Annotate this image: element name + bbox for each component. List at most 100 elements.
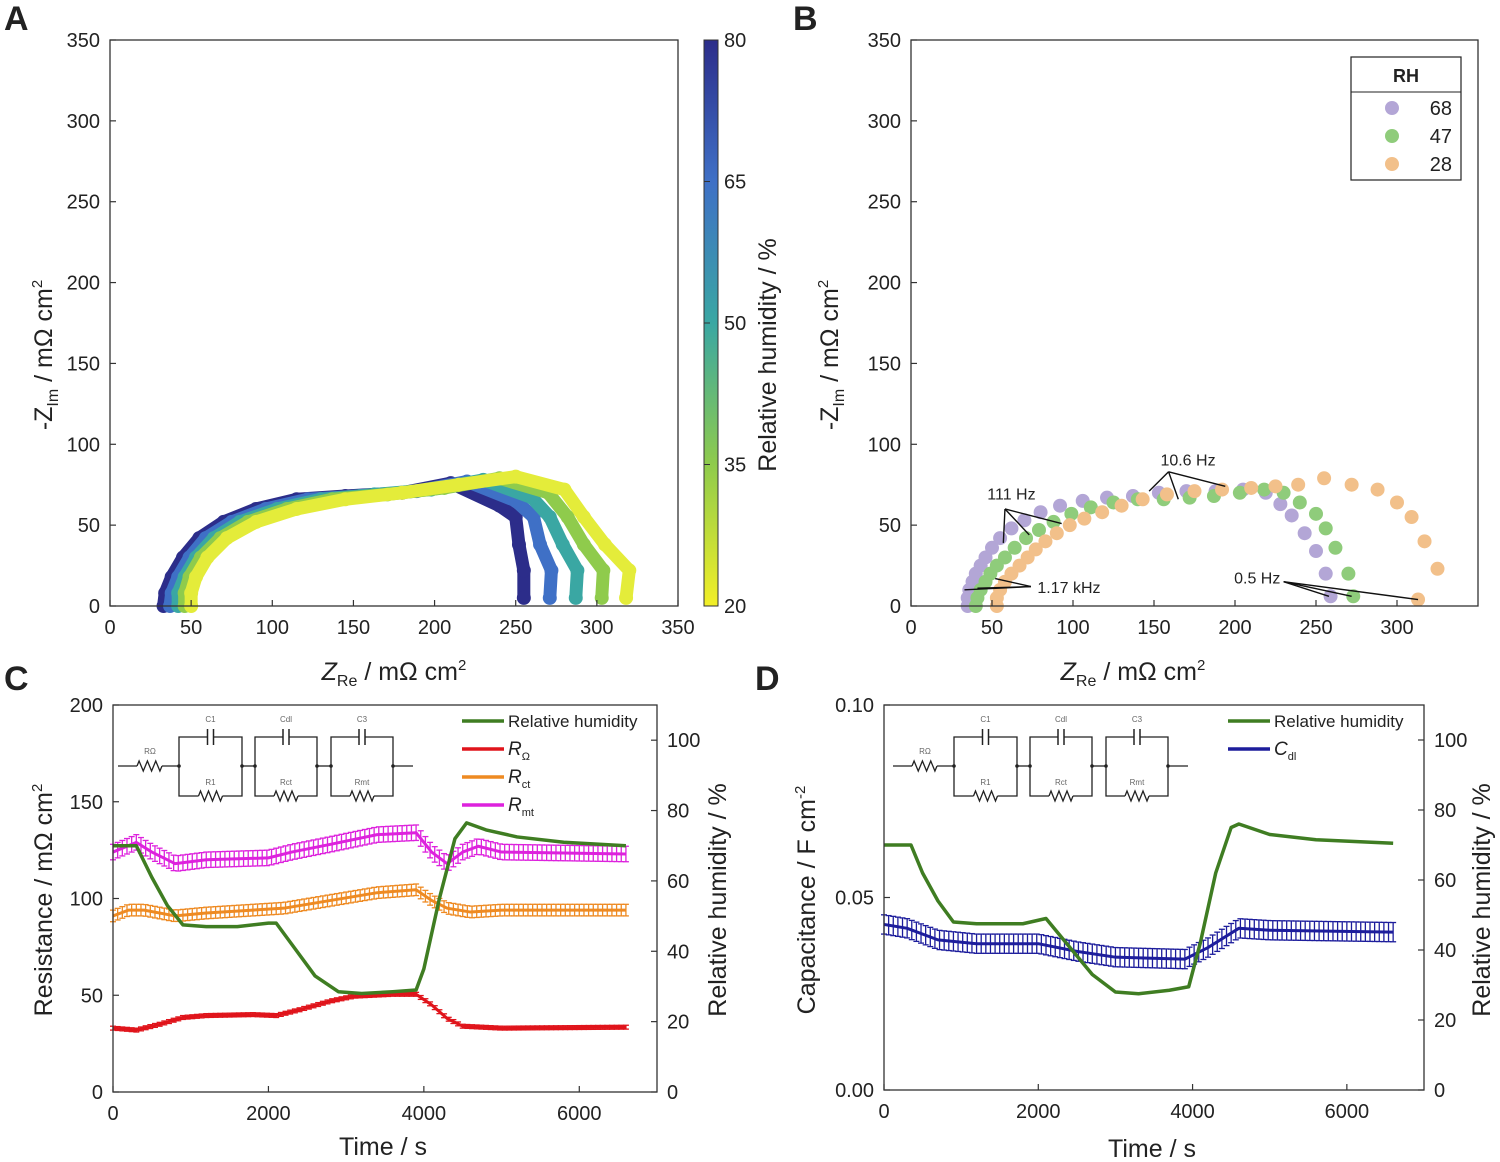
- capacitor-label: C1: [980, 715, 991, 724]
- colorbar-tick-label: 80: [724, 30, 746, 52]
- panel-d-ylabel-left: Capacitance / F cm-2: [792, 786, 821, 1015]
- data-point: [1187, 484, 1202, 499]
- frequency-annotation: 0.5 Hz: [1234, 570, 1419, 601]
- panel-a-frame: [109, 39, 679, 607]
- data-point: [1430, 561, 1445, 576]
- resistor-symbol: [349, 789, 375, 803]
- data-point: [1017, 513, 1032, 528]
- resistor-label: Rmt: [355, 778, 370, 787]
- panel-a-ytick-label: 50: [78, 515, 100, 537]
- data-point: [1268, 479, 1283, 494]
- panel-d-xlabel: Time / s: [1108, 1135, 1196, 1162]
- legend-title: RH: [1393, 66, 1419, 86]
- panel-b-ytick-label: 200: [868, 273, 901, 295]
- panel-c-y2tick-label: 0: [667, 1082, 678, 1104]
- panel-c-y2tick-label: 40: [667, 941, 689, 963]
- panel-letter-d: D: [755, 660, 780, 698]
- data-point: [1232, 485, 1247, 500]
- panel-c-ytick-label: 50: [81, 985, 103, 1007]
- legend-label: Rmt: [508, 795, 534, 819]
- leader-line: [977, 585, 1031, 589]
- data-point: [1077, 511, 1092, 526]
- panel-b-xtick-label: 250: [1299, 617, 1332, 639]
- panel-c-series-rct: [110, 883, 629, 923]
- data-point: [1417, 534, 1432, 549]
- data-point: [338, 492, 353, 507]
- data-point: [451, 477, 466, 492]
- resistor-label: R1: [205, 778, 216, 787]
- data-point: [542, 590, 557, 605]
- annotation-label: 111 Hz: [987, 486, 1035, 503]
- capacitor-label: C3: [1132, 715, 1143, 724]
- legend-label: 47: [1430, 126, 1452, 148]
- panel-c-ylabel-right: Relative humidity / %: [704, 783, 732, 1016]
- panel-d-ytick-label: 0.00: [835, 1080, 874, 1102]
- resistor-label: Rct: [1055, 778, 1068, 787]
- panel-c-ytick-label: 0: [92, 1082, 103, 1104]
- data-point: [1007, 540, 1022, 555]
- nyquist-segment: [395, 478, 466, 500]
- series-line: [883, 922, 1394, 961]
- legend-label: 28: [1430, 154, 1452, 176]
- panel-a-xtick-label: 250: [499, 617, 532, 639]
- data-point: [1159, 487, 1174, 502]
- legend-label: Relative humidity: [1274, 712, 1404, 731]
- panel-a-xtick-label: 350: [661, 617, 694, 639]
- frequency-annotation: 1.17 kHz: [964, 577, 1101, 597]
- data-point: [508, 469, 523, 484]
- node: [1028, 764, 1032, 768]
- equivalent-circuit-inset: C1 R1 Cdl Rct C3 Rmt RΩ: [893, 715, 1188, 803]
- data-point: [596, 563, 611, 578]
- panel-b-xlabel: ZRe / mΩ cm2: [1060, 657, 1206, 690]
- panel-c-y2tick-label: 100: [667, 730, 700, 752]
- colorbar-tick-label: 20: [724, 596, 746, 618]
- annotation-label: 1.17 kHz: [1037, 580, 1100, 597]
- data-point: [1328, 540, 1343, 555]
- colorbar-tick-label: 65: [724, 172, 746, 194]
- rc-block-wire: [1105, 736, 1169, 797]
- leader-line: [1283, 581, 1352, 597]
- annotation-label: 0.5 Hz: [1234, 570, 1280, 587]
- rc-block-wire: [1029, 736, 1093, 797]
- panel-d-xtick-label: 2000: [1016, 1101, 1061, 1123]
- nyquist-series-rh-28: [989, 471, 1445, 613]
- frequency-annotation: 111 Hz: [987, 486, 1062, 543]
- panel-d-ylabel-right: Relative humidity / %: [1468, 783, 1496, 1016]
- resistor-label: Rmt: [1130, 778, 1145, 787]
- legend-box: [1350, 56, 1462, 181]
- data-point: [395, 485, 410, 500]
- data-point: [1031, 522, 1046, 537]
- data-point: [985, 540, 999, 555]
- data-point: [1028, 542, 1043, 557]
- legend-label: Relative humidity: [508, 712, 638, 731]
- leader-line: [1283, 581, 1419, 601]
- resistor-symbol: [972, 789, 999, 803]
- data-point: [1083, 500, 1098, 515]
- data-point: [200, 550, 215, 565]
- leader-line: [1004, 508, 1030, 536]
- data-point: [1019, 531, 1034, 546]
- panel-d-series-relative-humidity: [884, 822, 1394, 996]
- panel-d-y2tick-label: 100: [1434, 730, 1467, 752]
- resistor-symbol: [1048, 789, 1074, 803]
- data-point: [576, 537, 591, 552]
- panel-b-xtick-label: 300: [1380, 617, 1413, 639]
- panel-b-xtick-label: 0: [905, 617, 916, 639]
- data-point: [570, 563, 585, 578]
- panel-d-series-cdl: [881, 914, 1397, 970]
- panel-b-ytick-label: 250: [868, 192, 901, 214]
- panel-d-xtick-label: 4000: [1170, 1101, 1215, 1123]
- legend-marker: [1385, 101, 1399, 115]
- data-point: [1309, 544, 1323, 559]
- leader-line: [1002, 508, 1006, 543]
- panel-a-xtick-label: 150: [337, 617, 370, 639]
- data-point: [533, 537, 548, 552]
- panel-b-ytick-label: 50: [879, 515, 901, 537]
- panel-d-y2tick-label: 20: [1434, 1010, 1456, 1032]
- leader-line: [1283, 581, 1330, 597]
- data-point: [1404, 510, 1419, 525]
- rc-block-wire: [178, 736, 243, 797]
- data-point: [249, 514, 264, 529]
- data-point: [189, 569, 204, 584]
